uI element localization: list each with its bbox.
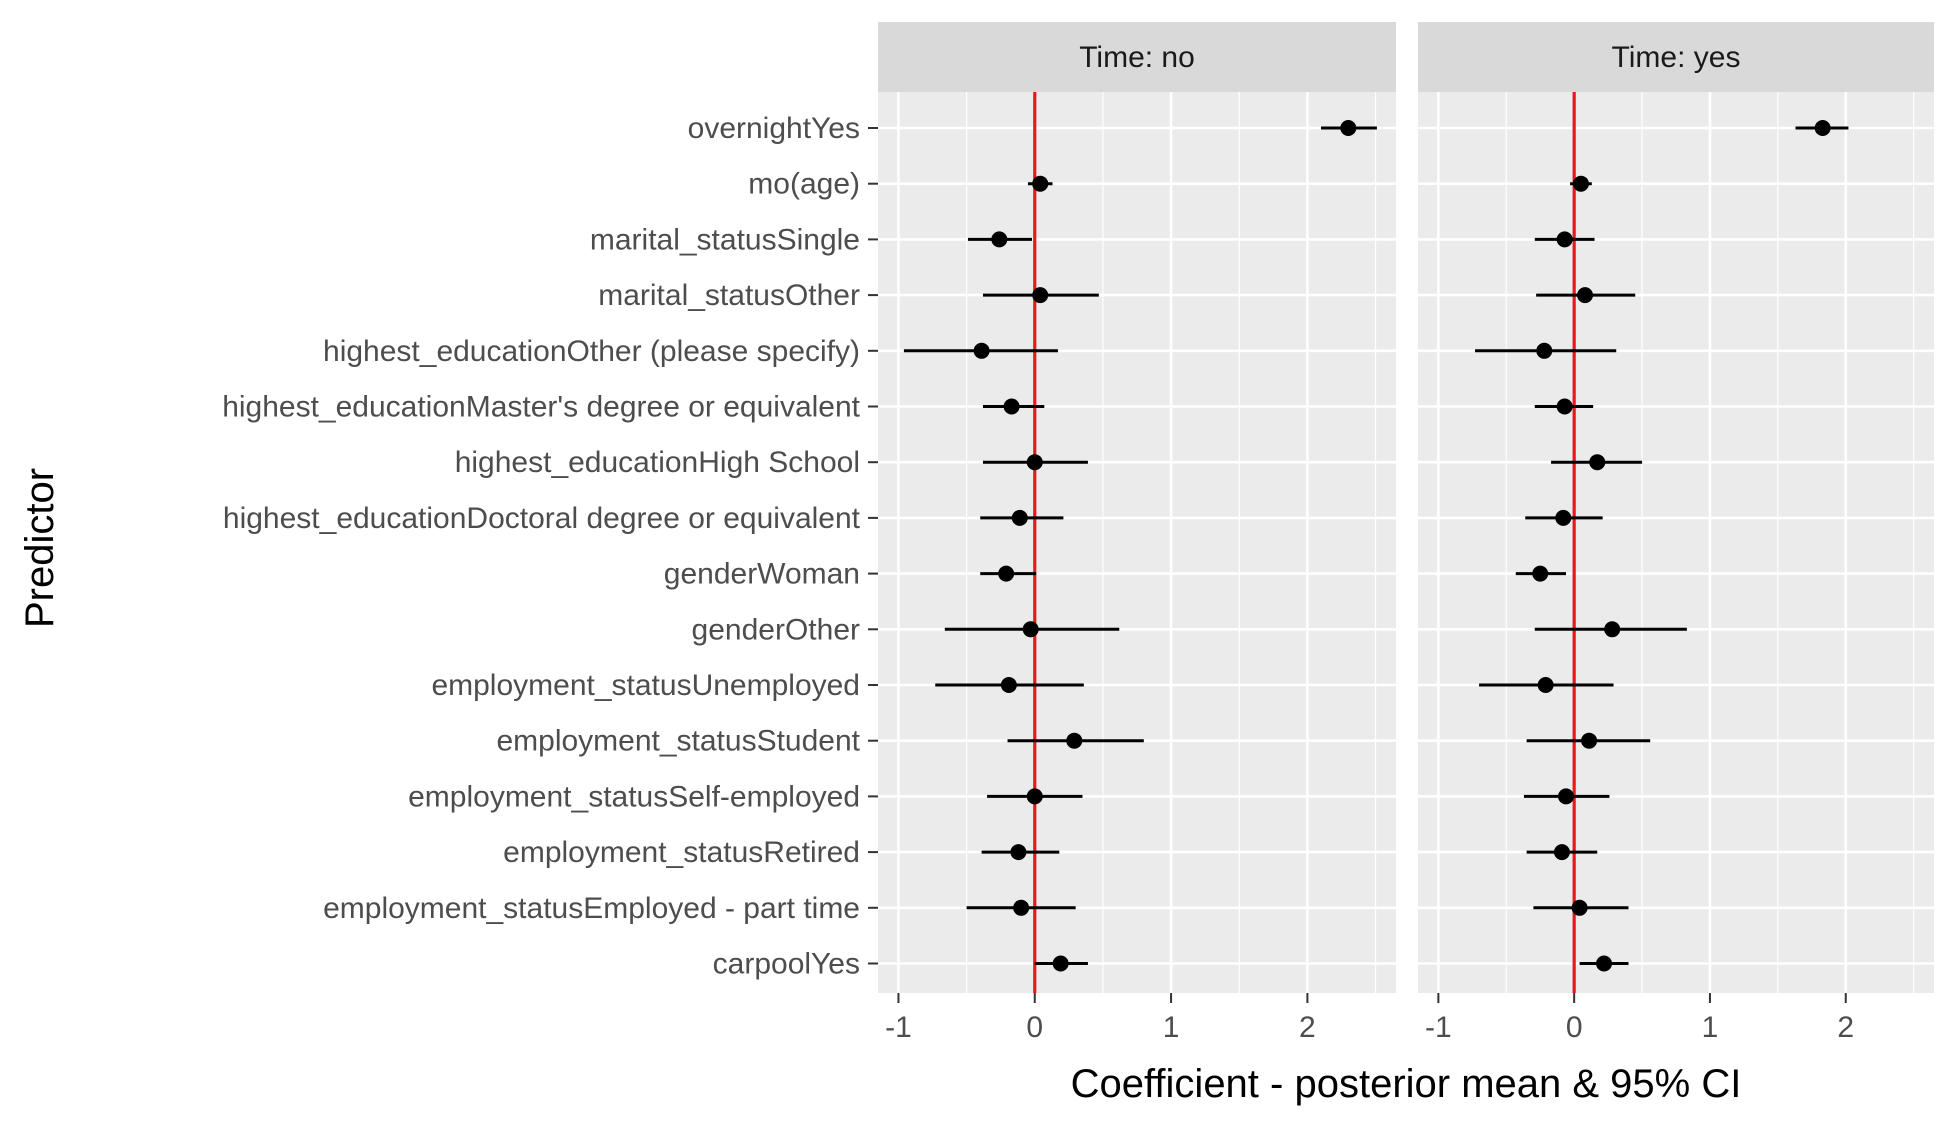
mean-point	[973, 342, 990, 359]
y-tick-label: carpoolYes	[713, 948, 860, 981]
y-tick-label: mo(age)	[748, 168, 860, 201]
mean-point	[991, 231, 1008, 248]
y-tick-label: genderWoman	[664, 558, 860, 591]
y-tick-label: employment_statusEmployed - part time	[323, 892, 860, 925]
mean-point	[1536, 342, 1553, 359]
y-tick-label: genderOther	[692, 613, 860, 646]
facet-panels: Time: no -1 0 1 2 Time: yes -1 0 1 2	[878, 22, 1934, 1044]
mean-point	[1553, 844, 1570, 861]
x-tick-label: 2	[1299, 1011, 1316, 1044]
y-tick-label: employment_statusRetired	[503, 836, 860, 869]
mean-point	[1581, 732, 1598, 749]
y-tick-label: highest_educationMaster's degree or equi…	[222, 391, 860, 424]
mean-point	[1556, 398, 1573, 415]
y-tick-label: employment_statusSelf-employed	[408, 780, 860, 813]
mean-point	[1013, 899, 1030, 916]
mean-point	[1032, 287, 1049, 304]
facet-panel: Time: yes -1 0 1 2	[1418, 22, 1934, 1044]
mean-point	[1571, 899, 1588, 916]
mean-point	[1555, 509, 1572, 526]
x-tick-label: 1	[1163, 1011, 1180, 1044]
mean-point	[1577, 287, 1594, 304]
facet-strip	[1418, 22, 1934, 92]
x-tick-label: 1	[1702, 1011, 1719, 1044]
panel-background	[1418, 92, 1934, 993]
mean-point	[1532, 565, 1549, 582]
y-tick-label: highest_educationDoctoral degree or equi…	[223, 502, 861, 535]
mean-point	[998, 565, 1015, 582]
mean-point	[1572, 175, 1589, 192]
mean-point	[1026, 788, 1043, 805]
mean-point	[1066, 732, 1083, 749]
facet-strip-label: Time: yes	[1612, 41, 1741, 74]
panel-background	[878, 92, 1396, 993]
mean-point	[1010, 844, 1027, 861]
mean-point	[1026, 454, 1043, 471]
y-tick-label: highest_educationOther (please specify)	[323, 335, 860, 368]
facet-panel: Time: no -1 0 1 2	[878, 22, 1396, 1044]
facet-strip	[878, 22, 1396, 92]
x-tick-label: 0	[1026, 1011, 1043, 1044]
mean-point	[1032, 175, 1049, 192]
mean-point	[1558, 788, 1575, 805]
y-axis-title: Predictor	[18, 468, 62, 628]
y-tick-label: marital_statusSingle	[590, 223, 860, 256]
mean-point	[1000, 677, 1017, 693]
mean-point	[1340, 120, 1357, 136]
mean-point	[1052, 955, 1069, 972]
mean-point	[1589, 454, 1606, 471]
mean-point	[1537, 677, 1554, 693]
mean-point	[1556, 231, 1573, 248]
y-tick-label: marital_statusOther	[598, 279, 860, 312]
x-tick-label: -1	[1425, 1011, 1452, 1044]
x-tick-label: 0	[1566, 1011, 1583, 1044]
y-axis-labels: overnightYes mo(age) marital_statusSinglem…	[222, 112, 878, 981]
mean-point	[1596, 955, 1613, 972]
y-tick-label: overnightYes	[688, 112, 860, 145]
y-tick-label: employment_statusStudent	[496, 725, 860, 758]
x-axis-title: Coefficient - posterior mean & 95% CI	[1071, 1062, 1742, 1106]
y-tick-label: highest_educationHigh School	[455, 446, 860, 479]
mean-point	[1003, 398, 1020, 415]
mean-point	[1814, 120, 1831, 136]
mean-point	[1022, 621, 1039, 638]
x-tick-label: 2	[1837, 1011, 1854, 1044]
x-tick-label: -1	[885, 1011, 912, 1044]
mean-point	[1604, 621, 1621, 638]
y-tick-label: employment_statusUnemployed	[431, 669, 860, 702]
mean-point	[1011, 509, 1028, 526]
facet-strip-label: Time: no	[1079, 41, 1195, 74]
